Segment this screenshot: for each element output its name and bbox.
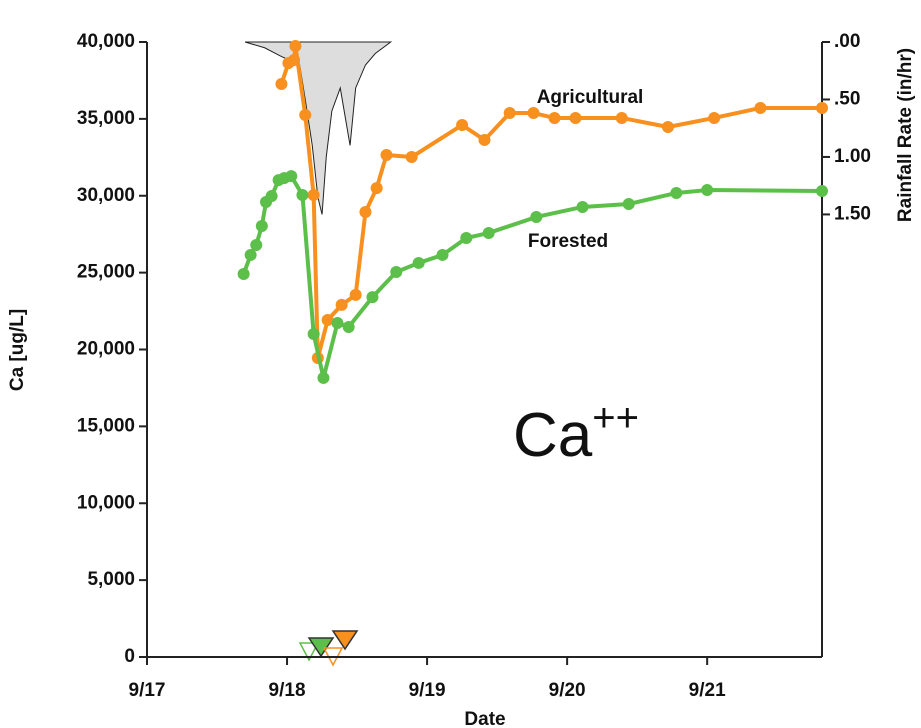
data-point <box>285 170 298 183</box>
data-point <box>661 121 674 134</box>
ion-superscript: ++ <box>592 396 639 440</box>
x-tick-label: 9/21 <box>689 680 726 701</box>
marker <box>307 637 335 658</box>
data-point <box>342 321 355 334</box>
data-point <box>250 238 263 251</box>
data-point <box>576 200 589 213</box>
ion-base: Ca <box>513 401 593 470</box>
y-tick-label: 0 <box>124 646 135 667</box>
data-point <box>288 53 301 66</box>
data-point <box>296 188 309 201</box>
annotation: Forested <box>528 231 608 252</box>
y-axis-label: Ca [ug/L] <box>7 309 28 391</box>
data-point <box>317 371 330 384</box>
data-point <box>530 210 543 223</box>
y2-tick-label: 1.00 <box>834 146 871 167</box>
data-point <box>265 190 278 203</box>
data-point <box>548 111 561 124</box>
y-tick-label: 15,000 <box>77 415 135 436</box>
data-point <box>307 188 320 201</box>
data-point <box>237 268 250 281</box>
data-point <box>478 133 491 146</box>
data-point <box>275 77 288 90</box>
y2-tick-label: 1.50 <box>834 203 871 224</box>
rainfall-area <box>244 41 393 215</box>
data-point <box>456 119 469 132</box>
data-point <box>366 291 379 304</box>
data-point <box>622 198 635 211</box>
data-point <box>289 39 302 52</box>
data-point <box>331 317 344 330</box>
data-point <box>816 101 828 114</box>
y-tick-label: 30,000 <box>77 185 135 206</box>
y2-axis-label: Rainfall Rate (in/hr) <box>895 48 916 222</box>
y-tick-label: 25,000 <box>77 262 135 283</box>
x-tick-label: 9/17 <box>129 680 166 701</box>
data-point <box>615 111 628 124</box>
data-point <box>708 111 721 124</box>
data-point <box>436 248 449 261</box>
y-tick-label: 40,000 <box>77 31 135 52</box>
data-point <box>349 288 362 301</box>
data-point <box>701 184 714 197</box>
data-point <box>670 186 683 199</box>
data-point <box>482 226 495 239</box>
data-point <box>412 256 425 269</box>
data-point <box>307 327 320 340</box>
data-point <box>370 182 383 195</box>
y-tick-label: 10,000 <box>77 492 135 513</box>
marker <box>298 642 320 662</box>
data-point <box>299 109 312 122</box>
y2-tick-label: .50 <box>834 88 860 109</box>
y-tick-label: 5,000 <box>87 569 135 590</box>
data-point <box>380 149 393 162</box>
data-point <box>255 220 268 233</box>
data-point <box>816 184 828 197</box>
sample-markers <box>298 630 359 667</box>
data-point <box>321 313 334 326</box>
data-point <box>527 107 540 120</box>
marker <box>331 630 359 651</box>
data-point <box>359 206 372 219</box>
data-point <box>244 248 257 261</box>
x-tick-label: 9/19 <box>409 680 446 701</box>
data-point <box>503 107 516 120</box>
y-tick-label: 35,000 <box>77 108 135 129</box>
y2-tick-label: .00 <box>834 31 860 52</box>
x-tick-label: 9/18 <box>269 680 306 701</box>
data-point <box>569 111 582 124</box>
y-tick-label: 20,000 <box>77 339 135 360</box>
annotation: Agricultural <box>537 87 644 108</box>
data-point <box>405 151 418 164</box>
data-point <box>460 232 473 245</box>
x-axis-label: Date <box>464 709 505 728</box>
x-tick-label: 9/20 <box>549 680 586 701</box>
ion-label: Ca++ <box>513 396 639 471</box>
series-line <box>241 174 823 380</box>
data-point <box>754 101 767 114</box>
data-point <box>335 298 348 311</box>
data-point <box>390 266 403 279</box>
